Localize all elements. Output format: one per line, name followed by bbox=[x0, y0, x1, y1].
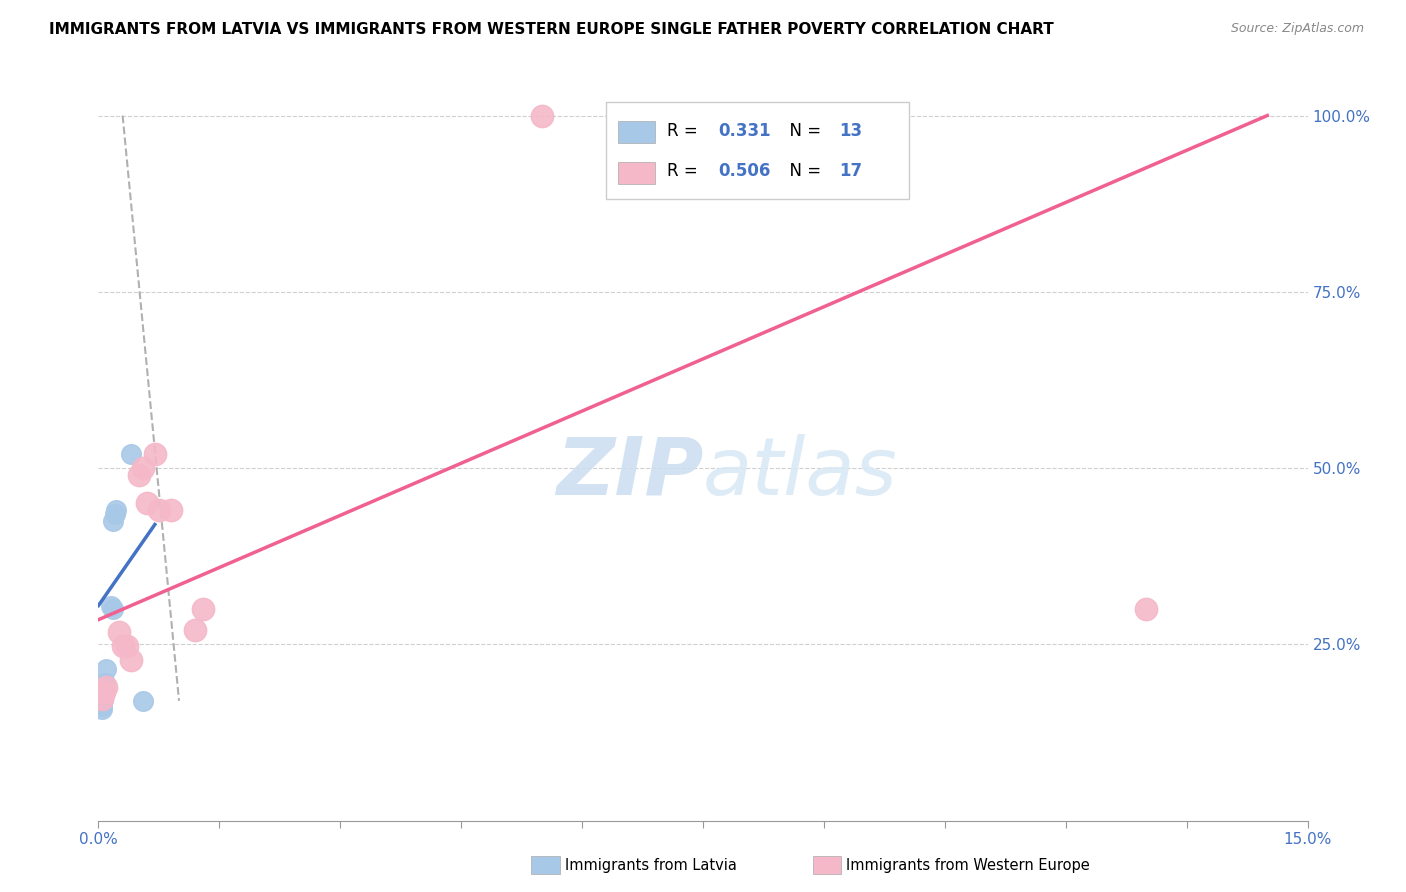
Point bbox=[93, 685, 115, 699]
Point bbox=[115, 639, 138, 653]
Point bbox=[160, 503, 183, 517]
Point bbox=[94, 676, 117, 690]
Point bbox=[148, 503, 170, 517]
Point bbox=[128, 468, 150, 483]
Text: N =: N = bbox=[779, 121, 827, 140]
Point bbox=[103, 507, 125, 521]
FancyBboxPatch shape bbox=[606, 103, 908, 199]
Point bbox=[91, 699, 114, 714]
Point bbox=[135, 496, 157, 510]
Text: 17: 17 bbox=[839, 162, 863, 180]
Point bbox=[184, 624, 207, 638]
Point bbox=[530, 109, 553, 123]
Point bbox=[91, 692, 114, 706]
Text: IMMIGRANTS FROM LATVIA VS IMMIGRANTS FROM WESTERN EUROPE SINGLE FATHER POVERTY C: IMMIGRANTS FROM LATVIA VS IMMIGRANTS FRO… bbox=[49, 22, 1054, 37]
Point bbox=[120, 653, 142, 667]
FancyBboxPatch shape bbox=[619, 161, 655, 184]
Point bbox=[132, 461, 155, 475]
Text: ZIP: ZIP bbox=[555, 434, 703, 512]
Text: Immigrants from Western Europe: Immigrants from Western Europe bbox=[846, 858, 1090, 872]
Text: Immigrants from Latvia: Immigrants from Latvia bbox=[565, 858, 737, 872]
Text: N =: N = bbox=[779, 162, 827, 180]
Point bbox=[193, 602, 215, 616]
Point bbox=[94, 680, 117, 694]
Point bbox=[107, 624, 129, 639]
Text: Source: ZipAtlas.com: Source: ZipAtlas.com bbox=[1230, 22, 1364, 36]
Point bbox=[143, 447, 166, 461]
Point bbox=[132, 694, 155, 708]
Text: 13: 13 bbox=[839, 121, 863, 140]
Point bbox=[91, 702, 114, 716]
Text: atlas: atlas bbox=[703, 434, 898, 512]
Point bbox=[1135, 602, 1157, 616]
Point bbox=[101, 602, 124, 616]
Point bbox=[101, 514, 124, 528]
Point bbox=[100, 599, 122, 613]
Point bbox=[612, 109, 634, 123]
Point bbox=[105, 503, 128, 517]
FancyBboxPatch shape bbox=[619, 121, 655, 144]
Point bbox=[120, 447, 142, 461]
Point bbox=[111, 639, 134, 653]
Point bbox=[91, 692, 114, 706]
Text: R =: R = bbox=[666, 162, 703, 180]
Point bbox=[96, 662, 118, 676]
Text: R =: R = bbox=[666, 121, 703, 140]
Text: 0.506: 0.506 bbox=[718, 162, 770, 180]
Text: 0.331: 0.331 bbox=[718, 121, 772, 140]
Point bbox=[93, 688, 115, 702]
